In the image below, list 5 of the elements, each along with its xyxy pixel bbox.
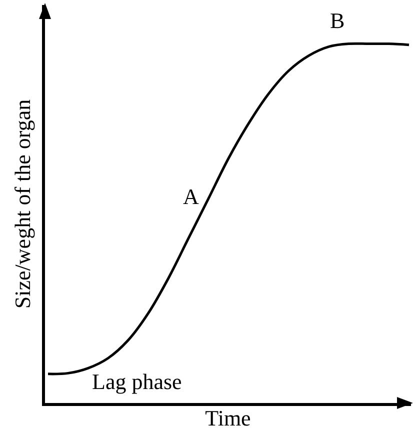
- annotation: Lag phase: [92, 369, 182, 394]
- text: B: [330, 8, 345, 33]
- annotation: A: [183, 184, 199, 209]
- y-axis-title: Size/weght of the organ: [10, 99, 36, 309]
- x-axis-title: Time: [205, 406, 251, 431]
